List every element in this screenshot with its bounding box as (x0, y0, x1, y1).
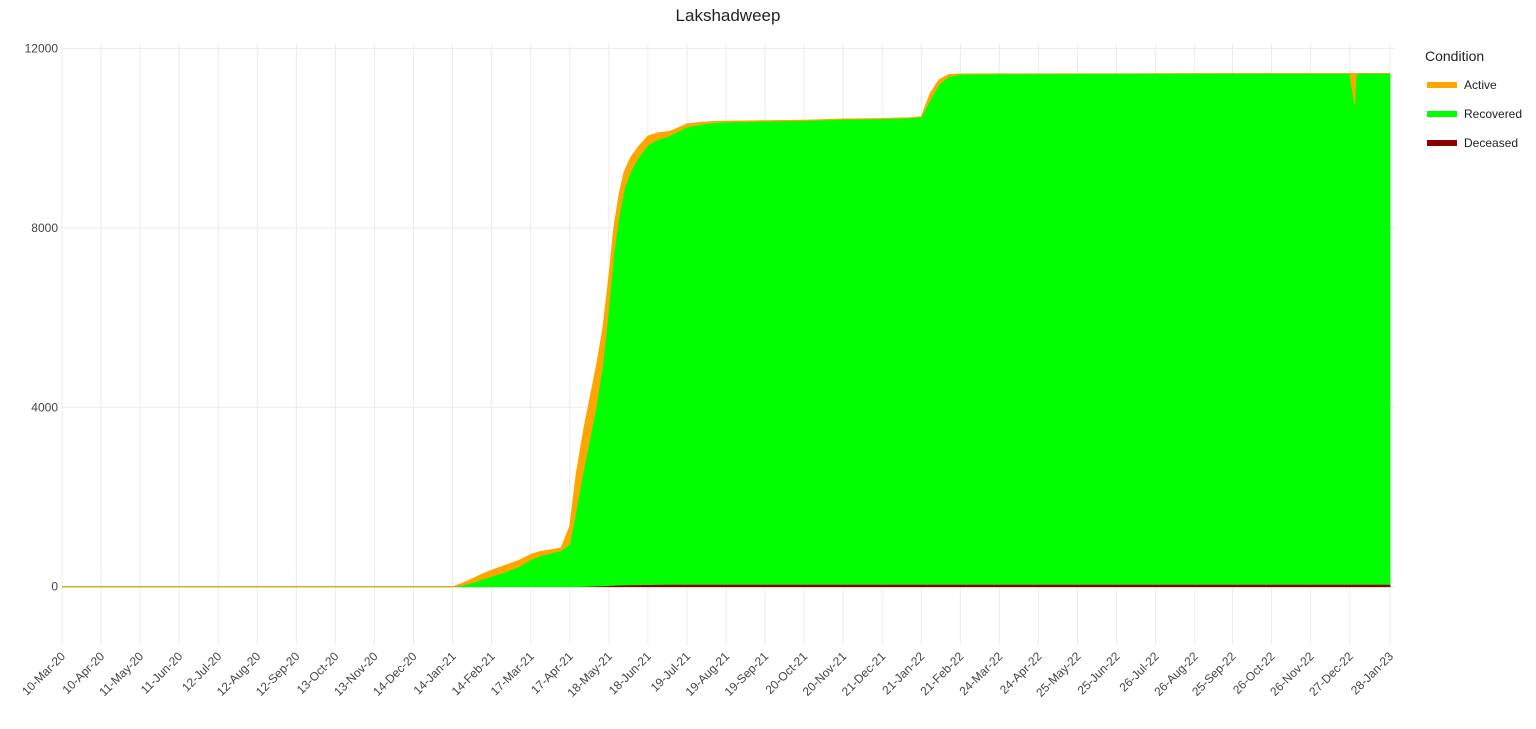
legend-item-recovered[interactable]: Recovered (1425, 99, 1522, 128)
y-tick-label: 0 (51, 580, 58, 594)
x-tick-label: 11-Jun-20 (138, 649, 186, 697)
legend-label-deceased: Deceased (1464, 135, 1519, 150)
x-tick-label: 25-Jun-22 (1075, 649, 1123, 697)
area-layer (62, 72, 1391, 588)
legend-label-active: Active (1464, 77, 1497, 92)
area-recovered[interactable] (62, 73, 1391, 588)
x-axis: 10-Mar-2010-Apr-2011-May-2011-Jun-2012-J… (19, 649, 1396, 700)
legend-swatch-recovered (1427, 110, 1457, 117)
chart-title: Lakshadweep (675, 6, 781, 25)
legend-swatch-deceased (1427, 139, 1457, 146)
y-tick-label: 12000 (25, 41, 59, 55)
x-tick-label: 18-Jun-21 (606, 649, 654, 697)
legend-swatch-active (1427, 81, 1457, 88)
y-axis: 0 4000 8000 12000 (25, 41, 59, 593)
legend: Condition Active Recovered Deceased (1425, 48, 1522, 157)
legend-item-deceased[interactable]: Deceased (1425, 128, 1522, 157)
area-active[interactable] (62, 72, 1391, 588)
x-tick-label: 17-Mar-21 (488, 649, 537, 698)
y-tick-label: 4000 (31, 400, 58, 414)
x-tick-label: 24-Mar-22 (956, 649, 1005, 698)
legend-item-active[interactable]: Active (1425, 70, 1522, 99)
x-tick-label: 10-Mar-20 (19, 649, 68, 698)
y-tick-label: 8000 (31, 221, 58, 235)
legend-title: Condition (1425, 48, 1485, 64)
legend-label-recovered: Recovered (1464, 106, 1523, 121)
x-tick-label: 28-Jan-23 (1348, 649, 1396, 697)
